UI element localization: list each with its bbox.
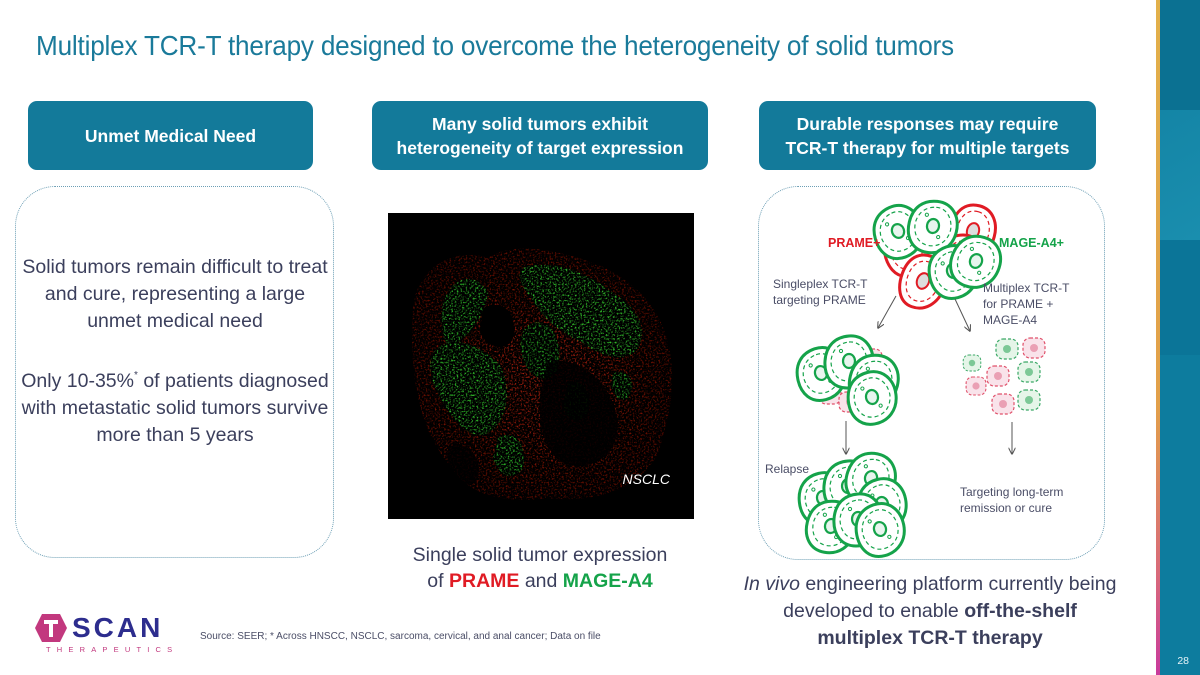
caption-of: of <box>427 570 449 592</box>
unmet-need-box <box>15 186 334 558</box>
relapse-cluster <box>793 446 912 560</box>
platform-caption: In vivo engineering platform currently b… <box>740 571 1120 652</box>
tumor-caption: Single solid tumor expression of PRAME a… <box>380 542 700 594</box>
singleplex-label: Singleplex TCR-T targeting PRAME <box>773 277 868 307</box>
caption-and: and <box>519 570 563 592</box>
unmet-need-paragraph-2: Only 10-35%* of patients diagnosed with … <box>20 362 330 449</box>
header-heterogeneity: Many solid tumors exhibit heterogeneity … <box>372 101 708 170</box>
survival-text: of patients diagnosed with metastatic so… <box>21 370 329 446</box>
tumor-caption-line-2: of PRAME and MAGE-A4 <box>380 568 700 594</box>
logo-subtitle: THERAPEUTICS <box>46 645 179 654</box>
prame-positive-label: PRAME+ <box>828 236 881 250</box>
tumor-image-graphic <box>412 248 673 500</box>
hexagon-logo-icon <box>35 614 67 642</box>
tscan-logo: SCAN THERAPEUTICS <box>34 612 174 656</box>
tumor-fluorescence-image: NSCLC <box>388 213 694 519</box>
source-footnote: Source: SEER; * Across HNSCC, NSCLC, sar… <box>200 631 601 642</box>
logo-wordmark: SCAN <box>72 612 164 643</box>
platform-caption-text: engineering platform currently being dev… <box>783 573 1117 622</box>
mage-a4-label: MAGE-A4 <box>562 570 653 592</box>
relapse-label: Relapse <box>765 462 810 476</box>
decorative-facet <box>1160 110 1200 240</box>
header-unmet-medical-need: Unmet Medical Need <box>28 101 313 170</box>
multiplex-label: Multiplex TCR-T for PRAME + MAGE-A4 <box>983 281 1070 327</box>
prame-label: PRAME <box>448 570 520 592</box>
tumor-caption-line-1: Single solid tumor expression <box>412 544 668 566</box>
nsclc-label: NSCLC <box>622 471 670 487</box>
decorative-facet <box>1160 240 1200 355</box>
header-label: Unmet Medical Need <box>84 125 257 146</box>
unmet-need-text: Solid tumors remain difficult to treat a… <box>20 254 330 476</box>
survival-stat: Only 10-35% <box>21 370 134 392</box>
tcr-t-diagram: PRAME+ MAGE-A4+ Singleplex TCR-T targeti… <box>758 186 1105 560</box>
decorative-facet <box>1160 0 1200 110</box>
header-durable-responses: Durable responses may require TCR-T ther… <box>759 101 1096 170</box>
side-accent-bar <box>1156 0 1200 675</box>
singleplex-result-cluster <box>789 334 904 430</box>
platform-caption-bold: off-the-shelf multiplex TCR-T therapy <box>817 600 1077 649</box>
in-vivo-text: In vivo <box>743 573 800 595</box>
header-label: Many solid tumors exhibit heterogeneity … <box>396 113 684 158</box>
page-number: 28 <box>1177 655 1189 667</box>
header-label: Durable responses may require TCR-T ther… <box>785 113 1070 158</box>
multiplex-result-cells <box>962 337 1046 415</box>
remission-label: Targeting long-term remission or cure <box>960 485 1064 515</box>
gradient-stripe <box>1156 0 1160 675</box>
diagram-box <box>758 186 1105 560</box>
slide-title: Multiplex TCR-T therapy designed to over… <box>36 30 954 61</box>
unmet-need-paragraph-1: Solid tumors remain difficult to treat a… <box>22 256 328 332</box>
cell-diagram-graphic <box>789 195 1046 560</box>
mage-a4-positive-label: MAGE-A4+ <box>999 236 1064 250</box>
footnote-marker: * <box>134 370 138 381</box>
